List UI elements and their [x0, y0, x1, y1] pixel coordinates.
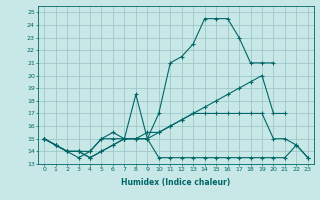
X-axis label: Humidex (Indice chaleur): Humidex (Indice chaleur) [121, 178, 231, 187]
